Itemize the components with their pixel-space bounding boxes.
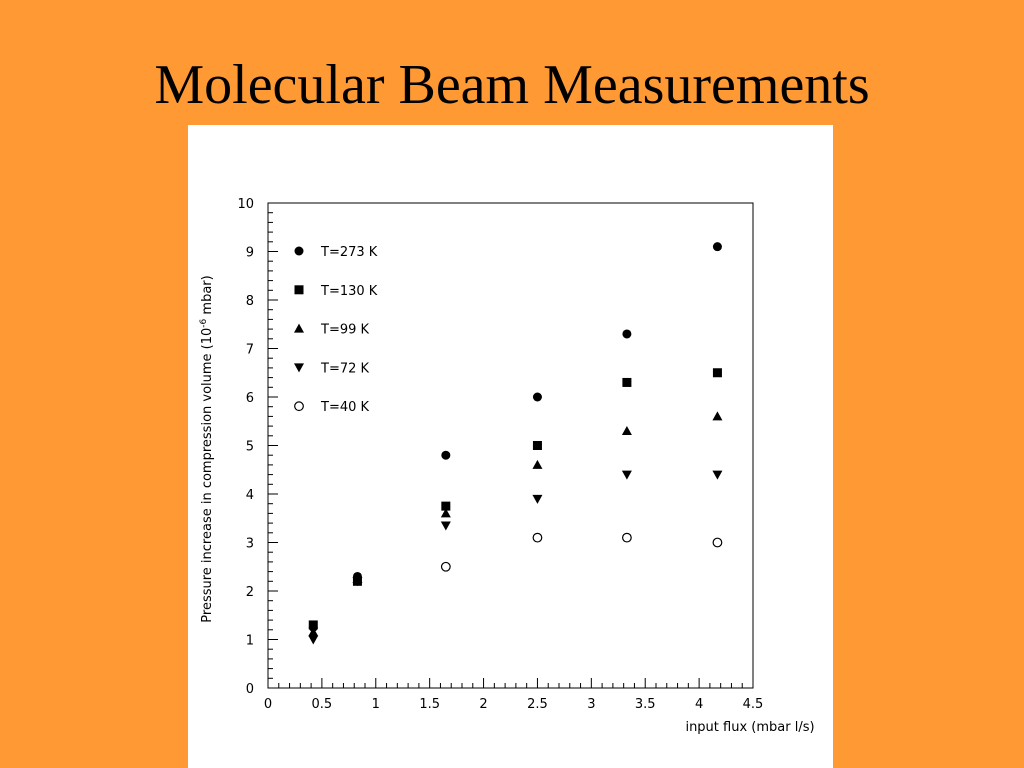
y-tick-label: 8 xyxy=(246,294,254,309)
y-axis-label-suffix: mbar) xyxy=(200,275,215,318)
legend-label-3: T=99 K xyxy=(320,323,370,338)
x-tick-label: 0.5 xyxy=(312,697,333,712)
data-point-series-1 xyxy=(532,392,542,402)
x-tick-label: 4 xyxy=(695,697,703,712)
ticks: 0 0.5 1 1.5 2 2.5 3 3.5 4 4.5 0 1 2 3 4 5 6 7 8 9 10 xyxy=(237,197,763,712)
x-tick-label: 3 xyxy=(587,697,595,712)
legend-marker-1 xyxy=(294,246,304,256)
data-point-series-1 xyxy=(441,450,451,460)
x-tick-label: 4.5 xyxy=(743,697,764,712)
y-axis-label: Pressure increase in compression volume … xyxy=(199,275,215,622)
y-axis-label-exponent: -6 xyxy=(199,318,209,327)
y-tick-label: 2 xyxy=(246,585,254,600)
x-tick-label: 1 xyxy=(372,697,380,712)
data-point-series-3 xyxy=(440,508,451,518)
data-point-series-2 xyxy=(622,377,632,387)
data-point-series-4 xyxy=(621,470,632,480)
data-point-series-1 xyxy=(712,242,722,252)
data-point-series-4 xyxy=(440,521,451,531)
x-tick-label: 2.5 xyxy=(527,697,548,712)
y-axis-label-prefix: Pressure increase in compression volume … xyxy=(200,328,215,623)
x-tick-label: 0 xyxy=(264,697,272,712)
data-point-series-5 xyxy=(532,532,543,543)
y-tick-label: 1 xyxy=(246,634,254,649)
y-tick-label: 7 xyxy=(246,343,254,358)
plot-frame xyxy=(267,202,754,689)
data-point-series-3 xyxy=(532,459,543,469)
data-point-series-5 xyxy=(440,561,451,572)
axes xyxy=(267,202,754,689)
data-point-series-4 xyxy=(532,494,543,504)
data-point-series-1 xyxy=(622,329,632,339)
x-axis-label: input flux (mbar l/s) xyxy=(685,720,814,735)
data-points xyxy=(308,242,723,645)
y-tick-label: 0 xyxy=(246,682,254,697)
y-tick-label: 3 xyxy=(246,537,254,552)
x-tick-label: 1.5 xyxy=(419,697,440,712)
chart-panel: 0 0.5 1 1.5 2 2.5 3 3.5 4 4.5 0 1 2 3 4 5 6 7 8 9 10 T=273 K… xyxy=(188,125,833,768)
data-point-series-4 xyxy=(308,635,319,645)
legend-label-4: T=72 K xyxy=(320,361,370,376)
data-point-series-3 xyxy=(308,627,319,637)
x-tick-label: 3.5 xyxy=(635,697,656,712)
y-tick-label: 6 xyxy=(246,391,254,406)
slide-title: Molecular Beam Measurements xyxy=(154,54,870,116)
legend-label-1: T=273 K xyxy=(320,245,378,260)
data-point-series-2 xyxy=(308,620,318,630)
y-tick-label: 5 xyxy=(246,440,254,455)
legend-label-5: T=40 K xyxy=(320,400,370,415)
data-point-series-2 xyxy=(532,441,542,450)
data-point-series-5 xyxy=(712,537,723,548)
data-point-series-3 xyxy=(621,425,632,435)
data-point-series-2 xyxy=(712,368,722,378)
legend-marker-2 xyxy=(294,285,304,295)
legend-marker-4 xyxy=(294,363,304,373)
legend: T=273 K T=130 K T=99 K T=72 K T=40 K xyxy=(294,245,378,415)
y-tick-label: 9 xyxy=(246,246,254,261)
scatter-chart: 0 0.5 1 1.5 2 2.5 3 3.5 4 4.5 0 1 2 3 4 5 6 7 8 9 10 T=273 K… xyxy=(199,197,815,735)
y-tick-label: 10 xyxy=(237,197,254,212)
legend-label-2: T=130 K xyxy=(320,284,378,299)
data-point-series-5 xyxy=(622,532,632,543)
y-tick-label: 4 xyxy=(246,488,254,503)
data-point-series-4 xyxy=(352,577,363,587)
legend-marker-3 xyxy=(294,323,304,333)
legend-marker-5 xyxy=(294,401,304,412)
data-point-series-3 xyxy=(712,411,723,421)
data-point-series-4 xyxy=(712,470,723,480)
x-tick-label: 2 xyxy=(479,697,487,712)
data-point-series-2 xyxy=(441,501,451,511)
